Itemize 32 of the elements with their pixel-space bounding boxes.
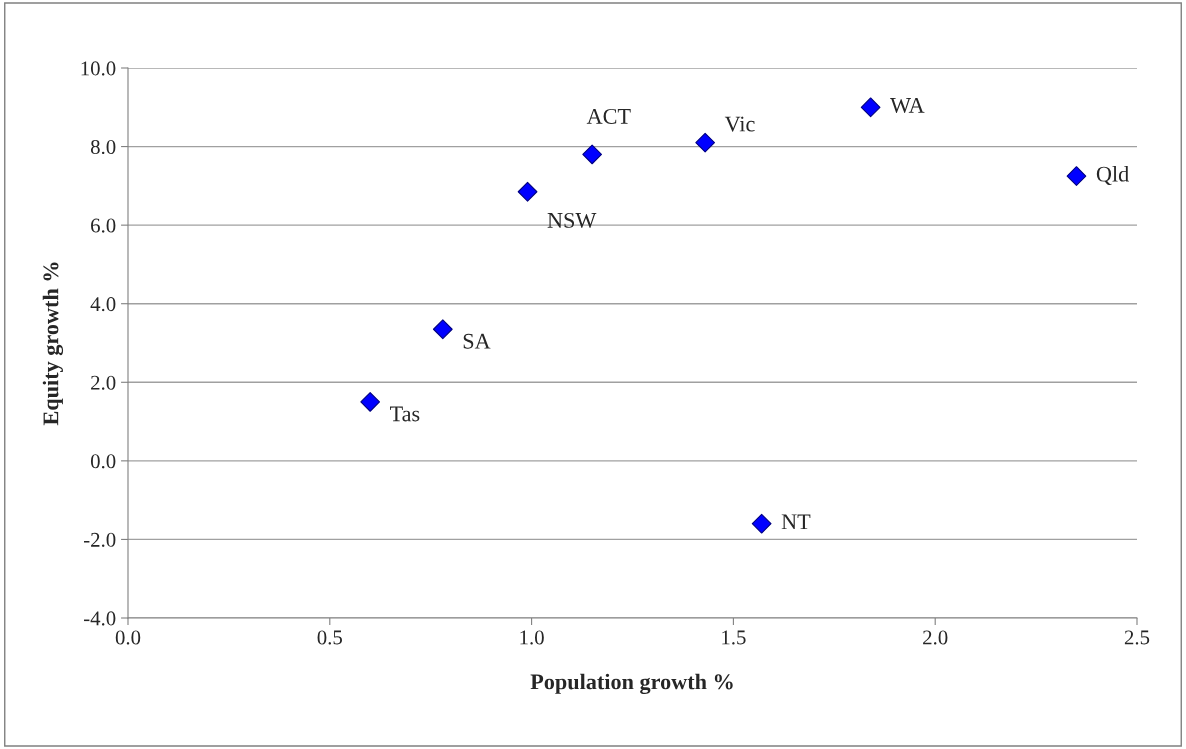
point (1066, 166, 1087, 186)
x-axis-title: Population growth % (530, 673, 733, 695)
x-tick-label: 2.5 (1124, 630, 1150, 645)
point (860, 97, 881, 118)
point (432, 319, 453, 340)
annotation: NSW (547, 212, 597, 228)
y-tick-label: 8.0 (90, 139, 116, 155)
annotation: Qld (1096, 165, 1129, 185)
y-tick-label: 6.0 (91, 218, 116, 233)
point (751, 513, 772, 534)
y-tick-label: -2.0 (83, 532, 116, 547)
x-tick-label: 0.5 (317, 630, 343, 645)
point (582, 144, 603, 165)
x-tick-label: 1.5 (722, 630, 746, 645)
annotation: Tas (390, 406, 420, 422)
y-tick-label: 10.0 (81, 61, 116, 76)
annotation: NT (781, 514, 811, 530)
point (695, 132, 716, 153)
y-tick-label: 0.0 (90, 454, 116, 469)
x-tick-label: 2.0 (923, 630, 948, 645)
annotation: SA (463, 333, 491, 349)
annotation: ACT (586, 108, 631, 124)
annotation: WA (890, 97, 925, 113)
y-axis-title: Equity growth % (42, 262, 64, 426)
y-tick-label: -4.0 (83, 611, 116, 626)
y-tick-label: 4.0 (90, 297, 116, 312)
x-tick-label: 1.0 (520, 630, 544, 645)
y-tick-label: 2.0 (91, 375, 116, 390)
annotation: Vic (724, 116, 755, 132)
point (517, 181, 538, 202)
point (360, 392, 381, 412)
x-tick-label: 0.0 (115, 630, 141, 645)
